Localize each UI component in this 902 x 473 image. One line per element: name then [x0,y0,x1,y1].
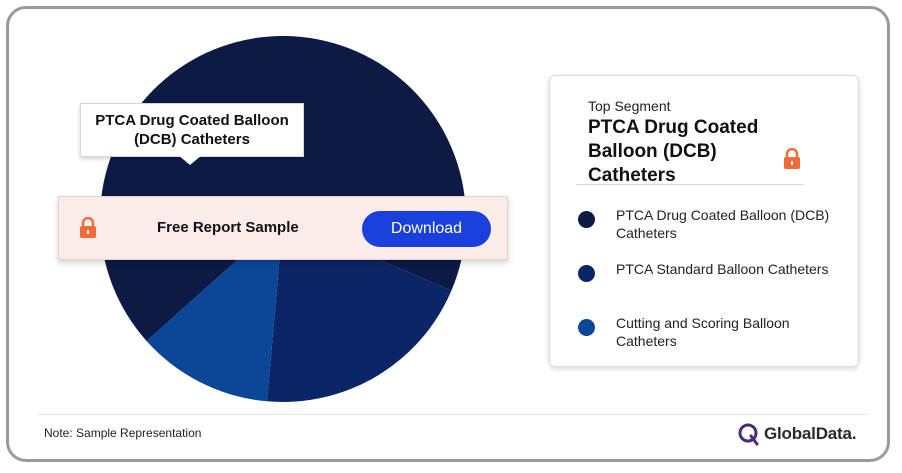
brand-logo: GlobalData. [738,422,868,446]
pie-slice [146,219,283,402]
top-segment-name: PTCA Drug Coated Balloon (DCB) Catheters [588,117,759,186]
legend-item: PTCA Drug Coated Balloon (DCB) Catheters [578,206,838,246]
legend-marker [578,211,595,228]
callout-text: PTCA Drug Coated Balloon (DCB) Catheters [95,112,289,148]
globaldata-logo-icon [738,422,760,451]
pie-slice [267,219,452,402]
footer-divider [38,414,868,415]
lock-icon [783,147,801,175]
legend-marker [578,265,595,282]
brand-name: GlobalData. [764,424,857,443]
legend-item: Cutting and Scoring Balloon Catheters [578,314,838,354]
legend-marker [578,319,595,336]
legend-divider [576,184,804,185]
legend-card: Top Segment PTCA Drug Coated Balloon (DC… [549,75,859,367]
top-segment-callout: PTCA Drug Coated Balloon (DCB) Catheters [80,103,304,157]
download-button[interactable]: Download [362,211,491,247]
legend-label: PTCA Standard Balloon Catheters [616,261,829,277]
top-segment-label: Top Segment [588,98,671,114]
legend-label: PTCA Drug Coated Balloon (DCB) Catheters [616,207,830,241]
footnote: Note: Sample Representation [44,426,202,440]
legend-label: Cutting and Scoring Balloon Catheters [616,315,790,349]
lock-icon [79,216,97,244]
legend-item: PTCA Standard Balloon Catheters [578,260,838,300]
free-sample-banner: Free Report Sample Download [58,196,508,260]
callout-pointer [178,155,202,165]
free-sample-label: Free Report Sample [157,219,299,236]
